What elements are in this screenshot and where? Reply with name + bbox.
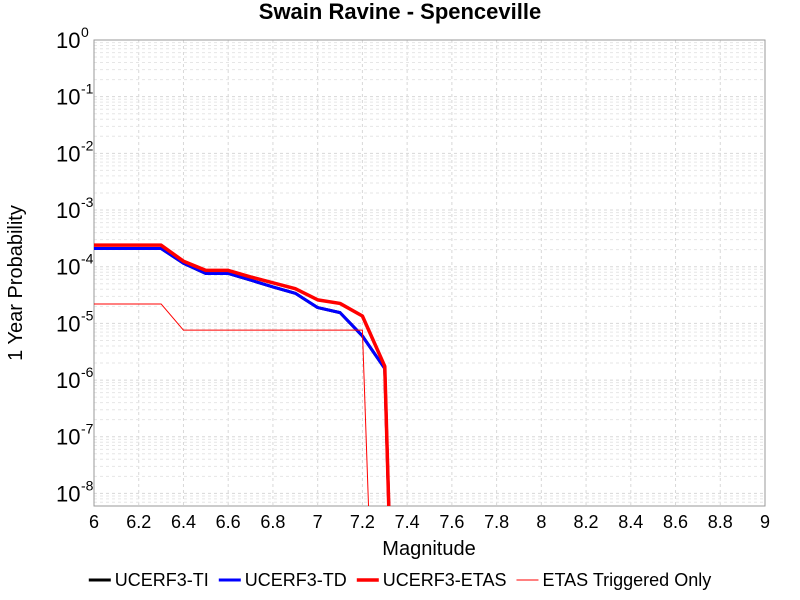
legend-item: UCERF3-TD xyxy=(218,570,347,590)
x-axis-ticks: 6 6.2 6.4 6.6 6.8 7 7.2 7.4 7.6 7.8 8 8.2 8.4 8.6 8.8 9 xyxy=(89,512,770,532)
legend-label: UCERF3-TD xyxy=(245,570,347,590)
x-tick-label: 7.4 xyxy=(395,512,420,532)
y-tick-exponent: -2 xyxy=(81,137,94,153)
x-tick-label: 7.2 xyxy=(350,512,375,532)
y-tick-exponent: -6 xyxy=(81,364,94,380)
legend-label: UCERF3-TI xyxy=(115,570,209,590)
series-line-ucerf3-td xyxy=(94,246,391,506)
x-tick-label: 6.2 xyxy=(126,512,151,532)
y-tick-label: 10 xyxy=(56,141,80,166)
y-tick-exponent: -8 xyxy=(81,477,94,493)
y-tick-label: 10 xyxy=(56,255,80,280)
legend: UCERF3-TI UCERF3-TD UCERF3-ETAS ETAS Trigge… xyxy=(88,570,711,590)
x-tick-label: 7 xyxy=(313,512,323,532)
legend-item: ETAS Triggered Only xyxy=(516,570,711,590)
x-tick-label: 6.4 xyxy=(171,512,196,532)
x-tick-label: 6.8 xyxy=(260,512,285,532)
y-tick-label: 10 xyxy=(56,481,80,506)
x-tick-label: 8.2 xyxy=(574,512,599,532)
x-tick-label: 6.6 xyxy=(216,512,241,532)
x-tick-label: 8 xyxy=(536,512,546,532)
y-tick-label: 10 xyxy=(56,198,80,223)
x-tick-label: 8.4 xyxy=(618,512,643,532)
y-tick-label: 10 xyxy=(56,85,80,110)
y-tick-exponent: -4 xyxy=(81,251,94,267)
x-tick-label: 8.8 xyxy=(708,512,733,532)
y-tick-exponent: -7 xyxy=(81,421,94,437)
y-tick-label: 10 xyxy=(56,311,80,336)
x-tick-label: 7.8 xyxy=(484,512,509,532)
y-tick-exponent: -1 xyxy=(81,81,94,97)
legend-item: UCERF3-ETAS xyxy=(356,570,507,590)
y-tick-exponent: -3 xyxy=(81,194,94,210)
x-tick-label: 7.6 xyxy=(439,512,464,532)
y-tick-exponent: -5 xyxy=(81,307,94,323)
grid xyxy=(93,39,766,507)
plot-frame xyxy=(93,39,766,507)
legend-label: ETAS Triggered Only xyxy=(542,570,711,590)
y-axis-label: 1 Year Probability xyxy=(5,205,27,361)
legend-item: UCERF3-TI xyxy=(88,570,209,590)
x-tick-label: 6 xyxy=(89,512,99,532)
y-tick-label: 10 xyxy=(56,28,80,53)
series-layer xyxy=(94,243,391,506)
legend-label: UCERF3-ETAS xyxy=(383,570,507,590)
y-tick-label: 10 xyxy=(56,425,80,450)
x-tick-label: 9 xyxy=(760,512,770,532)
y-tick-exponent: 0 xyxy=(81,24,89,40)
y-tick-label: 10 xyxy=(56,368,80,393)
x-axis-label: Magnitude xyxy=(382,538,475,560)
series-line-ucerf3-etas xyxy=(94,243,391,506)
series-line-etas-triggered-only xyxy=(94,303,370,506)
chart-title: Swain Ravine - Spenceville xyxy=(259,0,541,24)
x-tick-label: 8.6 xyxy=(663,512,688,532)
